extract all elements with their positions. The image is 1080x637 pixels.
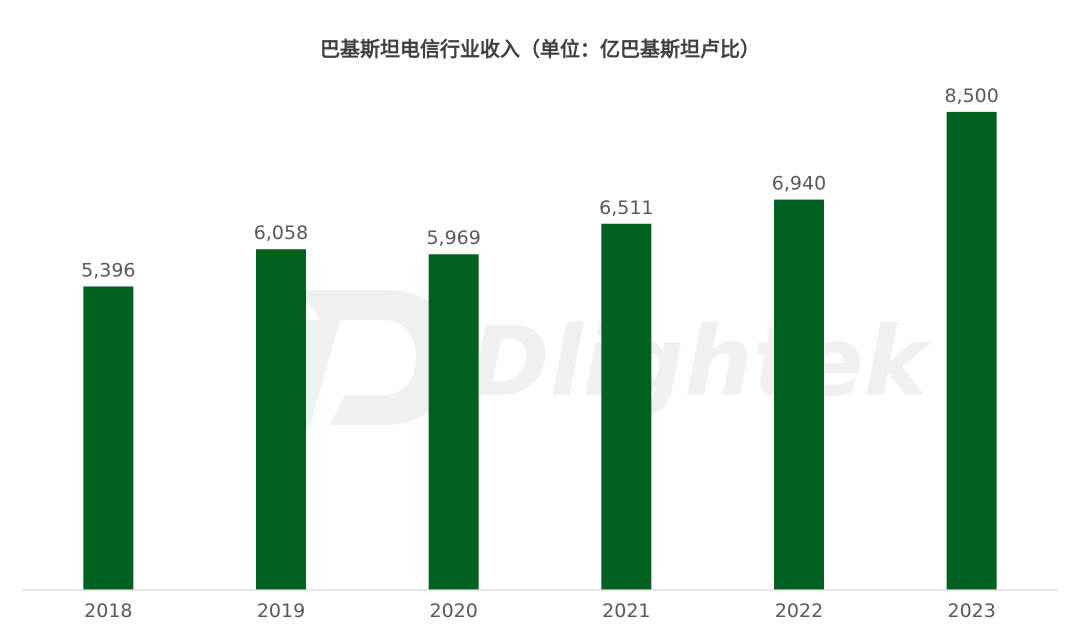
value-label-2020: 5,969	[426, 227, 480, 249]
bar-2018	[83, 286, 134, 590]
watermark-text: Dlightek	[470, 306, 933, 418]
x-tick-labels-group: 2018 2019 2020 2021 2022 2023	[84, 600, 996, 622]
x-tick-label-2022: 2022	[775, 600, 823, 622]
x-tick-label-2023: 2023	[947, 600, 995, 622]
chart-title: 巴基斯坦电信行业收入（单位：亿巴基斯坦卢比）	[320, 37, 760, 61]
value-label-2021: 6,511	[599, 197, 653, 219]
bar-2023	[946, 111, 997, 590]
bars-group	[83, 111, 997, 591]
bar-2022	[774, 199, 824, 590]
value-label-2018: 5,396	[81, 259, 135, 281]
watermark-logo-icon	[280, 290, 452, 425]
x-tick-label-2018: 2018	[84, 600, 132, 622]
value-label-2023: 8,500	[944, 85, 998, 107]
x-tick-label-2021: 2021	[602, 600, 650, 622]
bar-2019	[256, 249, 306, 591]
value-label-2022: 6,940	[772, 173, 826, 195]
x-tick-label-2020: 2020	[429, 600, 477, 622]
watermark: Dlightek	[280, 290, 933, 425]
value-label-2019: 6,058	[254, 222, 308, 244]
bar-2020	[428, 254, 479, 590]
x-tick-label-2019: 2019	[257, 600, 305, 622]
value-labels-group: 5,396 6,058 5,969 6,511 6,940 8,500	[81, 85, 999, 282]
bar-2021	[601, 223, 652, 590]
